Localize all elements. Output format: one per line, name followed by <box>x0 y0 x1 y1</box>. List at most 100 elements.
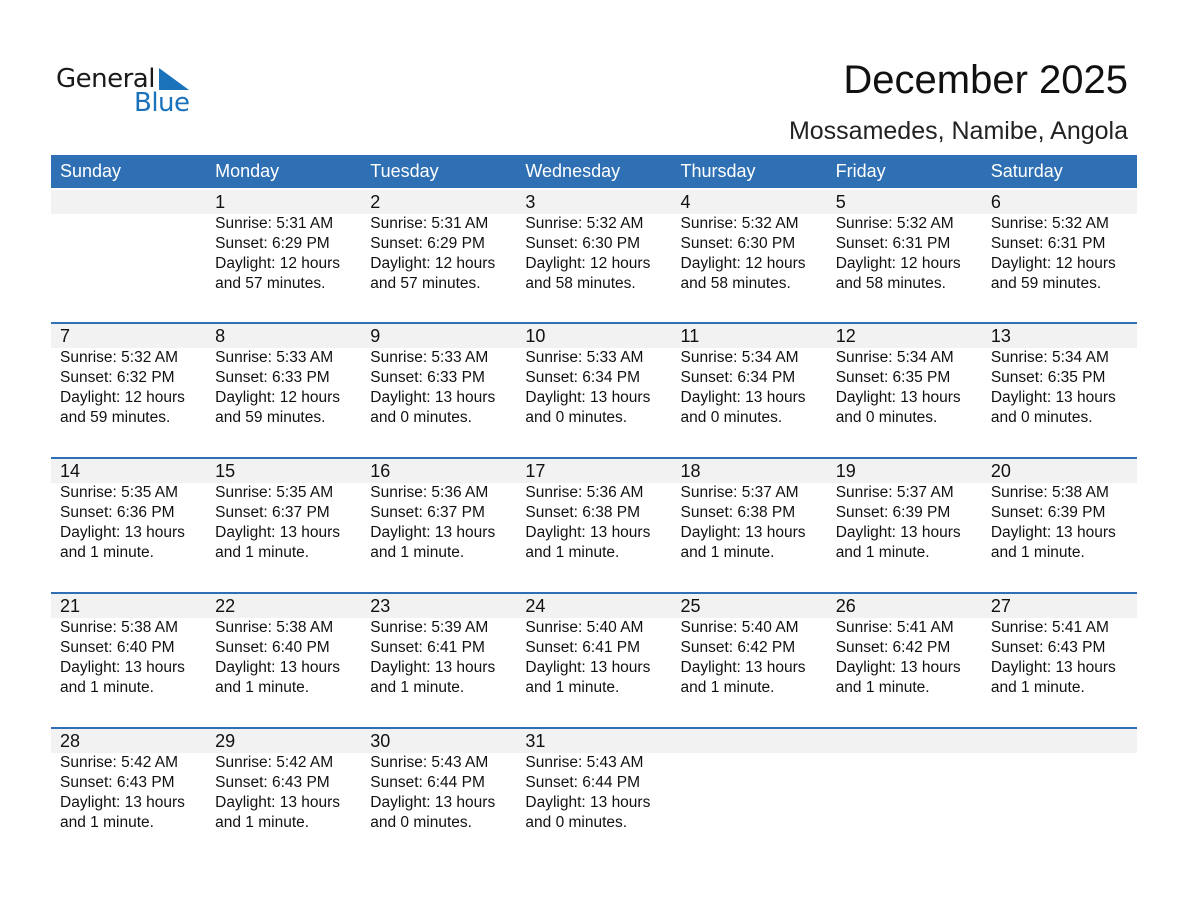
sunset-text: Sunset: 6:31 PM <box>835 235 951 252</box>
sunset-text: Sunset: 6:40 PM <box>215 639 330 656</box>
location-subtitle: Mossamedes, Namibe, Angola <box>788 117 1128 145</box>
daylight-text: Daylight: 13 hours <box>680 659 806 676</box>
sunset-text: Sunset: 6:29 PM <box>370 235 485 252</box>
sunrise-text: Sunrise: 5:35 AM <box>60 484 179 501</box>
sunset-text: Sunset: 6:34 PM <box>525 369 640 386</box>
sunset-text: Sunset: 6:30 PM <box>525 235 640 252</box>
weekday-tuesday: Tuesday <box>370 161 439 181</box>
day-cell: 16 Sunrise: 5:36 AM Sunset: 6:37 PM Dayligh… <box>361 459 516 563</box>
sunset-text: Sunset: 6:33 PM <box>370 369 485 386</box>
daylight-minutes-text: and 0 minutes. <box>525 409 628 426</box>
sunset-text: Sunset: 6:39 PM <box>990 504 1106 521</box>
daylight-minutes-text: and 1 minute. <box>60 679 154 696</box>
daylight-text: Daylight: 12 hours <box>215 389 341 406</box>
daylight-text: Daylight: 13 hours <box>835 659 961 676</box>
sunset-text: Sunset: 6:37 PM <box>370 504 485 521</box>
day-cell: 31 Sunrise: 5:43 AM Sunset: 6:44 PM Dayligh… <box>516 729 671 833</box>
sunset-text: Sunset: 6:38 PM <box>525 504 640 521</box>
sunset-text: Sunset: 6:44 PM <box>525 774 640 791</box>
day-number: 9 <box>370 326 381 346</box>
daylight-minutes-text: and 58 minutes. <box>680 275 791 292</box>
sunrise-text: Sunrise: 5:32 AM <box>680 215 799 232</box>
daylight-text: Daylight: 13 hours <box>525 524 651 541</box>
week-row: 28 Sunrise: 5:42 AM Sunset: 6:43 PM Dayligh… <box>51 727 1137 864</box>
day-cell: 10 Sunrise: 5:33 AM Sunset: 6:34 PM Dayligh… <box>516 324 671 428</box>
day-cell: 17 Sunrise: 5:36 AM Sunset: 6:38 PM Dayligh… <box>516 459 671 563</box>
daylight-text: Daylight: 12 hours <box>990 255 1116 272</box>
logo-triangle-icon <box>159 68 189 90</box>
day-number: 17 <box>525 461 546 481</box>
day-number: 28 <box>60 731 81 751</box>
sunrise-text: Sunrise: 5:33 AM <box>525 349 644 366</box>
day-cell: 3 Sunrise: 5:32 AM Sunset: 6:30 PM Daylight… <box>516 190 671 294</box>
day-number: 22 <box>215 596 236 616</box>
day-cell: 8 Sunrise: 5:33 AM Sunset: 6:33 PM Daylight… <box>206 324 361 428</box>
weekday-header: Sunday Monday Tuesday Wednesday Thursday Frid… <box>51 155 1137 188</box>
sunset-text: Sunset: 6:43 PM <box>215 774 330 791</box>
day-number: 23 <box>370 596 391 616</box>
date-band <box>51 190 1137 214</box>
daylight-text: Daylight: 13 hours <box>680 524 806 541</box>
day-cell: 24 Sunrise: 5:40 AM Sunset: 6:41 PM Dayligh… <box>516 594 671 698</box>
sunset-text: Sunset: 6:35 PM <box>835 369 951 386</box>
daylight-text: Daylight: 13 hours <box>835 389 961 406</box>
weekday-saturday: Saturday <box>990 161 1063 181</box>
day-number: 15 <box>215 461 236 481</box>
daylight-minutes-text: and 1 minute. <box>680 544 775 561</box>
sunrise-text: Sunrise: 5:31 AM <box>370 215 489 232</box>
date-band <box>51 729 1137 753</box>
daylight-minutes-text: and 58 minutes. <box>525 275 636 292</box>
day-cell: 20 Sunrise: 5:38 AM Sunset: 6:39 PM Dayligh… <box>982 459 1137 563</box>
weekday-monday: Monday <box>215 161 280 181</box>
daylight-minutes-text: and 1 minute. <box>990 544 1085 561</box>
daylight-text: Daylight: 12 hours <box>370 255 496 272</box>
daylight-minutes-text: and 59 minutes. <box>215 409 326 426</box>
sunset-text: Sunset: 6:43 PM <box>990 639 1106 656</box>
daylight-text: Daylight: 13 hours <box>990 389 1116 406</box>
sunrise-text: Sunrise: 5:34 AM <box>835 349 954 366</box>
daylight-text: Daylight: 13 hours <box>60 794 185 811</box>
sunset-text: Sunset: 6:35 PM <box>990 369 1106 386</box>
daylight-minutes-text: and 1 minute. <box>680 679 775 696</box>
daylight-minutes-text: and 57 minutes. <box>370 275 481 292</box>
sunrise-text: Sunrise: 5:42 AM <box>60 754 179 771</box>
day-number: 13 <box>990 326 1011 346</box>
date-band <box>51 594 1137 618</box>
daylight-text: Daylight: 13 hours <box>215 659 341 676</box>
sunrise-text: Sunrise: 5:43 AM <box>370 754 489 771</box>
sunset-text: Sunset: 6:43 PM <box>60 774 175 791</box>
logo-word-general: General <box>56 64 155 94</box>
day-number: 25 <box>680 596 701 616</box>
daylight-minutes-text: and 0 minutes. <box>370 814 472 831</box>
daylight-minutes-text: and 1 minute. <box>60 544 154 561</box>
week-row: 14 Sunrise: 5:35 AM Sunset: 6:36 PM Dayligh… <box>51 457 1137 594</box>
daylight-minutes-text: and 1 minute. <box>370 679 465 696</box>
sunset-text: Sunset: 6:36 PM <box>60 504 175 521</box>
weekday-thursday: Thursday <box>680 161 756 181</box>
sunrise-text: Sunrise: 5:41 AM <box>835 619 954 636</box>
sunset-text: Sunset: 6:41 PM <box>525 639 640 656</box>
day-number: 1 <box>215 192 226 212</box>
day-number: 31 <box>525 731 546 751</box>
sunrise-text: Sunrise: 5:41 AM <box>990 619 1109 636</box>
sunrise-text: Sunrise: 5:38 AM <box>215 619 334 636</box>
day-cell: 5 Sunrise: 5:32 AM Sunset: 6:31 PM Daylight… <box>827 190 982 294</box>
day-number: 30 <box>370 731 391 751</box>
sunset-text: Sunset: 6:34 PM <box>680 369 796 386</box>
sunrise-text: Sunrise: 5:33 AM <box>215 349 334 366</box>
day-number: 29 <box>215 731 236 751</box>
sunset-text: Sunset: 6:32 PM <box>60 369 175 386</box>
day-number: 24 <box>525 596 546 616</box>
day-cell: 29 Sunrise: 5:42 AM Sunset: 6:43 PM Dayligh… <box>206 729 361 833</box>
day-cell: 9 Sunrise: 5:33 AM Sunset: 6:33 PM Daylight… <box>361 324 516 428</box>
day-number: 5 <box>835 192 846 212</box>
daylight-text: Daylight: 13 hours <box>60 659 185 676</box>
sunrise-text: Sunrise: 5:32 AM <box>60 349 179 366</box>
day-cell: 6 Sunrise: 5:32 AM Sunset: 6:31 PM Daylight… <box>982 190 1137 294</box>
daylight-minutes-text: and 1 minute. <box>60 814 154 831</box>
daylight-text: Daylight: 13 hours <box>215 524 341 541</box>
daylight-text: Daylight: 13 hours <box>680 389 806 406</box>
sunrise-text: Sunrise: 5:32 AM <box>835 215 954 232</box>
day-number: 10 <box>525 326 546 346</box>
daylight-text: Daylight: 13 hours <box>525 389 651 406</box>
